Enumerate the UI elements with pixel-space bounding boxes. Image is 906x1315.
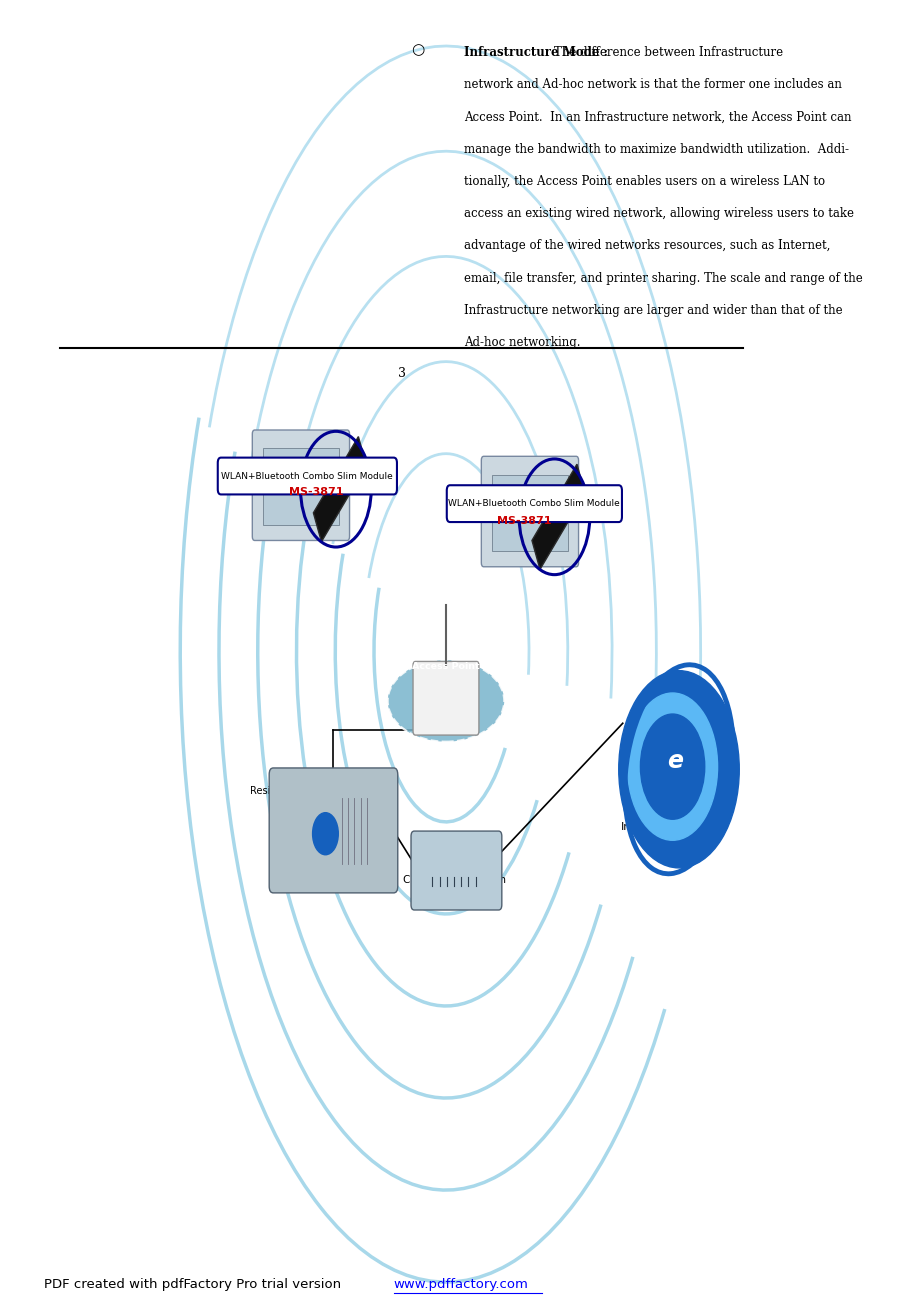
Text: access an existing wired network, allowing wireless users to take: access an existing wired network, allowi…	[465, 206, 854, 220]
FancyBboxPatch shape	[263, 448, 339, 525]
Ellipse shape	[388, 660, 505, 742]
Text: The difference between Infrastructure: The difference between Infrastructure	[554, 46, 784, 59]
Text: Access Point: Access Point	[412, 663, 480, 671]
Text: manage the bandwidth to maximize bandwidth utilization.  Addi-: manage the bandwidth to maximize bandwid…	[465, 143, 850, 155]
Circle shape	[313, 813, 338, 855]
Text: ○: ○	[411, 42, 425, 57]
Text: email, file transfer, and printer sharing. The scale and range of the: email, file transfer, and printer sharin…	[465, 272, 863, 284]
FancyBboxPatch shape	[217, 458, 397, 494]
Text: Infrastructure networking are larger and wider than that of the: Infrastructure networking are larger and…	[465, 304, 843, 317]
Circle shape	[628, 693, 718, 840]
Text: Ad-hoc networking.: Ad-hoc networking.	[465, 337, 581, 348]
Text: e: e	[667, 750, 683, 773]
FancyBboxPatch shape	[492, 475, 568, 551]
Text: MS-3871: MS-3871	[289, 487, 343, 497]
FancyBboxPatch shape	[252, 430, 350, 540]
Text: Residential  Gateway: Residential Gateway	[249, 785, 353, 796]
Circle shape	[619, 671, 739, 868]
Text: Access Point.  In an Infrastructure network, the Access Point can: Access Point. In an Infrastructure netwo…	[465, 110, 852, 124]
Text: advantage of the wired networks resources, such as Internet,: advantage of the wired networks resource…	[465, 239, 831, 252]
Text: Infrastructure Mode :: Infrastructure Mode :	[465, 46, 612, 59]
Text: Cable / DSL modem: Cable / DSL modem	[402, 874, 506, 885]
Text: tionally, the Access Point enables users on a wireless LAN to: tionally, the Access Point enables users…	[465, 175, 825, 188]
Polygon shape	[532, 464, 585, 569]
FancyBboxPatch shape	[413, 661, 479, 735]
Text: 3: 3	[398, 367, 406, 380]
Text: MS-3871: MS-3871	[496, 515, 551, 526]
Text: PDF created with pdfFactory Pro trial version: PDF created with pdfFactory Pro trial ve…	[44, 1278, 345, 1291]
FancyBboxPatch shape	[481, 456, 579, 567]
Polygon shape	[313, 437, 366, 542]
Text: WLAN+Bluetooth Combo Slim Module: WLAN+Bluetooth Combo Slim Module	[221, 472, 393, 480]
FancyBboxPatch shape	[447, 485, 622, 522]
FancyBboxPatch shape	[269, 768, 398, 893]
Text: Internet: Internet	[621, 822, 665, 832]
Text: network and Ad-hoc network is that the former one includes an: network and Ad-hoc network is that the f…	[465, 79, 843, 91]
Text: WLAN+Bluetooth Combo Slim Module: WLAN+Bluetooth Combo Slim Module	[448, 500, 621, 508]
FancyBboxPatch shape	[411, 831, 502, 910]
Text: www.pdffactory.com: www.pdffactory.com	[394, 1278, 528, 1291]
Circle shape	[641, 714, 705, 819]
